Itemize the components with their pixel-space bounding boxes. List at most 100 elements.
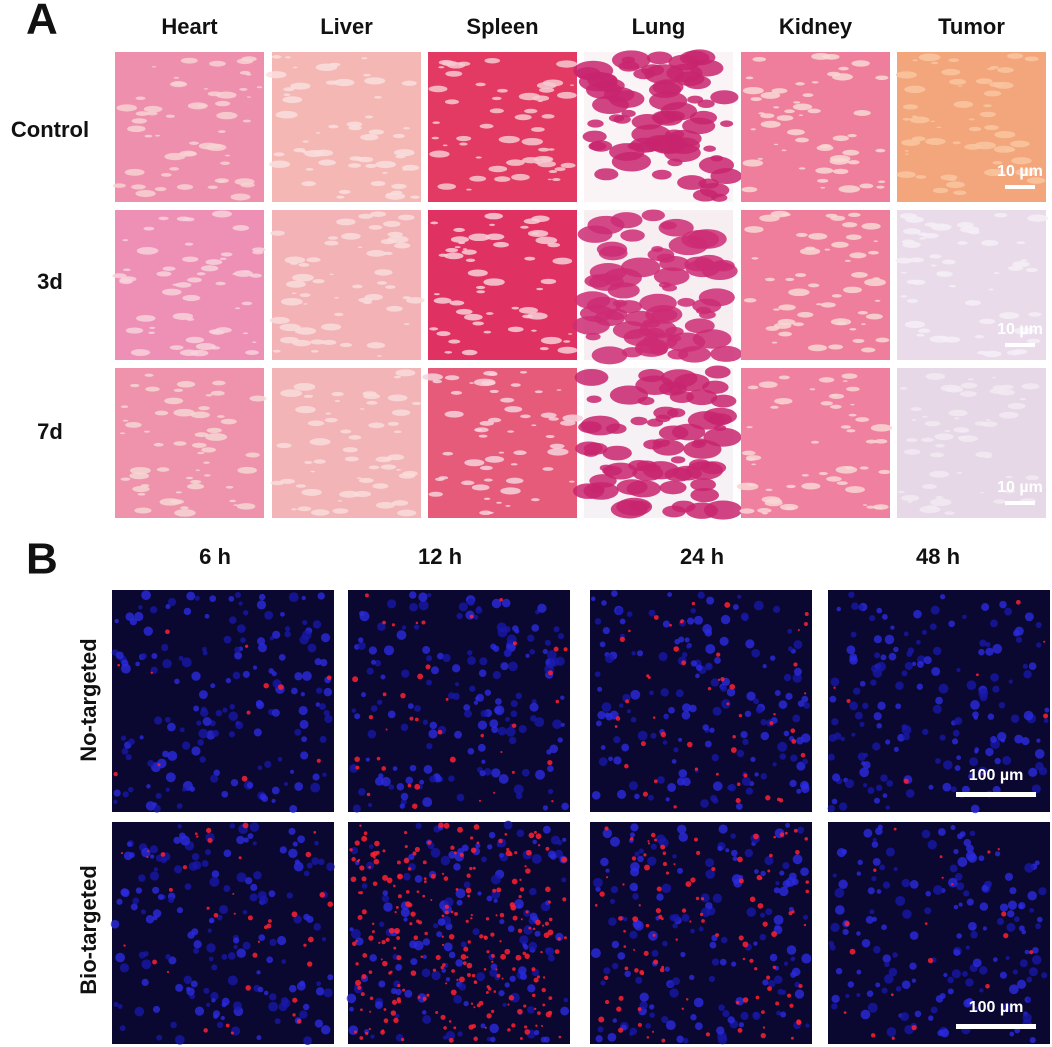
tissue-blob: [341, 232, 361, 240]
tissue-blob: [898, 490, 905, 494]
nucleus: [346, 993, 357, 1004]
nucleus: [1018, 904, 1024, 909]
nucleus: [223, 635, 232, 644]
nucleus: [279, 846, 287, 854]
nucleus: [281, 959, 286, 964]
nucleus: [119, 963, 130, 973]
red-signal: [357, 915, 363, 921]
nucleus: [720, 936, 728, 944]
red-signal: [873, 868, 877, 872]
nucleus: [950, 786, 957, 793]
tissue-blob: [365, 163, 377, 168]
red-signal: [760, 1032, 766, 1039]
nucleus: [750, 756, 756, 763]
red-signal: [435, 954, 441, 961]
nucleus: [886, 1027, 897, 1037]
tissue-blob: [242, 119, 251, 123]
tissue-blob: [1000, 384, 1014, 390]
tissue-blob: [375, 456, 392, 463]
nucleus: [563, 997, 569, 1003]
nucleus: [490, 963, 498, 971]
nucleus: [608, 756, 613, 762]
tissue-blob: [944, 511, 955, 515]
red-signal: [844, 921, 850, 927]
tissue-blob: [902, 228, 921, 235]
tissue-blob: [602, 465, 622, 476]
row-label: 3d: [37, 269, 63, 294]
nucleus: [888, 967, 898, 977]
red-signal: [652, 716, 656, 719]
tissue-blob: [334, 400, 341, 402]
nucleus: [544, 639, 551, 646]
nucleus: [610, 885, 619, 894]
red-signal: [735, 1000, 740, 1005]
red-signal: [373, 858, 380, 865]
nucleus: [225, 677, 232, 684]
nucleus: [634, 793, 640, 800]
tissue-blob: [758, 381, 778, 388]
fluorescence-image: [110, 822, 335, 1045]
nucleus: [1038, 887, 1047, 896]
nucleus: [515, 692, 522, 700]
red-signal: [496, 887, 502, 893]
tissue-blob: [398, 214, 415, 221]
nucleus: [873, 945, 881, 954]
red-signal: [520, 918, 523, 921]
red-signal: [417, 995, 421, 999]
tissue-blob: [929, 254, 942, 259]
tissue-blob: [298, 263, 310, 267]
nucleus: [893, 646, 899, 653]
nucleus: [768, 979, 776, 988]
tissue-blob: [402, 168, 409, 171]
red-signal: [483, 967, 487, 971]
tissue-blob: [125, 422, 142, 428]
red-signal: [459, 852, 464, 857]
tissue-blob: [368, 422, 385, 429]
nucleus: [182, 741, 191, 750]
nucleus: [760, 870, 766, 877]
tissue-blob: [765, 326, 780, 331]
nucleus: [935, 758, 941, 764]
red-signal: [374, 840, 380, 847]
tissue-blob: [840, 425, 852, 429]
red-signal: [182, 865, 188, 870]
nucleus: [284, 630, 291, 638]
red-signal: [523, 1004, 527, 1008]
red-signal: [491, 960, 494, 963]
nucleus: [907, 647, 915, 654]
nucleus: [315, 702, 321, 707]
tissue-blob: [820, 401, 833, 406]
red-signal: [705, 1032, 711, 1037]
tissue-blob: [934, 444, 945, 448]
tissue-blob: [294, 327, 317, 335]
nucleus: [651, 949, 659, 957]
red-signal: [547, 759, 553, 766]
nucleus: [742, 738, 749, 746]
nucleus: [319, 735, 327, 743]
red-signal: [400, 1037, 405, 1042]
red-signal: [246, 710, 251, 715]
nucleus: [489, 719, 499, 729]
nucleus: [693, 615, 703, 625]
nucleus: [854, 711, 863, 720]
nucleus: [145, 801, 156, 811]
nucleus: [211, 870, 220, 878]
nucleus: [994, 757, 1001, 765]
tissue-blob: [918, 53, 941, 62]
nucleus: [298, 705, 308, 716]
red-signal: [465, 887, 472, 894]
nucleus: [395, 988, 402, 996]
red-signal: [767, 869, 771, 873]
red-signal: [441, 872, 445, 875]
nucleus: [607, 1032, 617, 1042]
nucleus: [162, 750, 169, 758]
nucleus: [856, 992, 861, 998]
nucleus: [324, 714, 333, 724]
tissue-blob: [751, 463, 756, 466]
red-signal: [519, 1036, 523, 1040]
nucleus: [875, 784, 883, 792]
tissue-blob: [130, 383, 140, 388]
tissue-blob: [494, 176, 511, 182]
nucleus: [489, 968, 498, 977]
nucleus: [128, 738, 135, 746]
